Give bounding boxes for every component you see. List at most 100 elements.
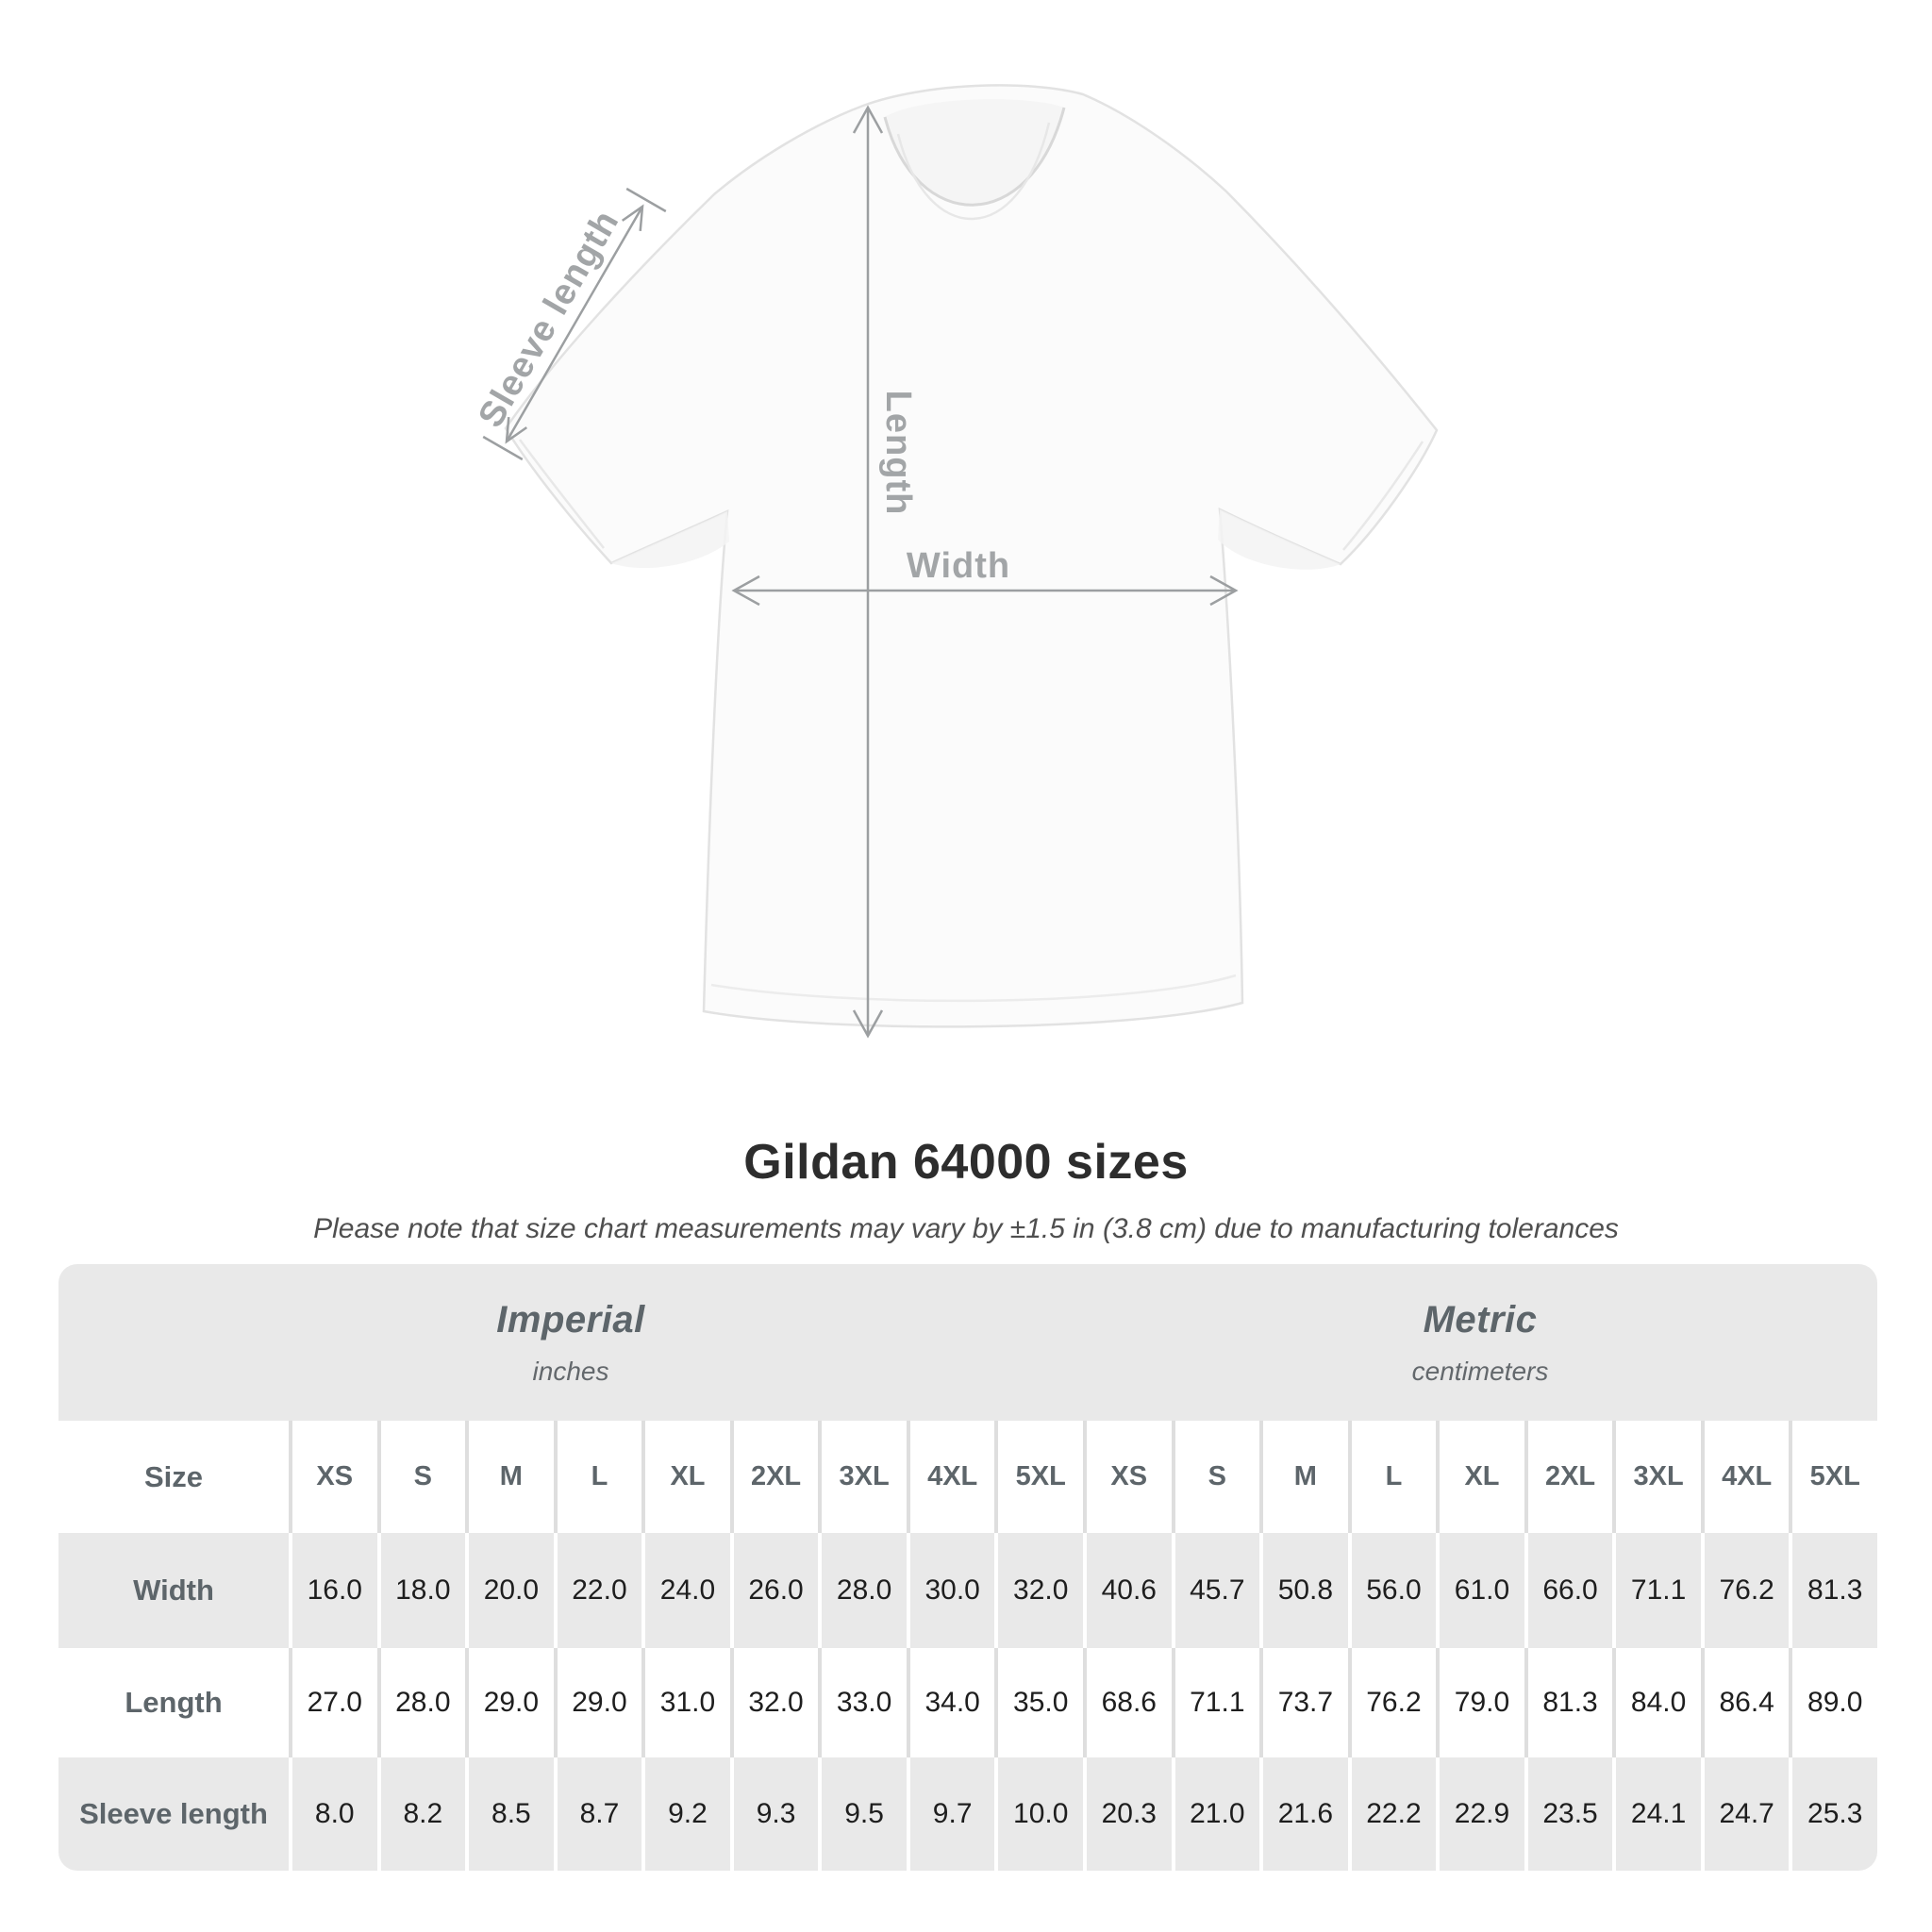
- imperial-group-header: Imperial inches: [58, 1264, 1083, 1421]
- width-arrowhead-left: [731, 575, 760, 607]
- table-cell: 16.0: [289, 1533, 377, 1648]
- table-cell: 32.0: [729, 1648, 819, 1757]
- imperial-title: Imperial: [496, 1298, 645, 1341]
- table-cell: 25.3: [1789, 1757, 1877, 1871]
- sleeve-extent-tick-bottom: [482, 435, 524, 461]
- width-row: Width 16.0 18.0 20.0 22.0 24.0 26.0 28.0…: [58, 1533, 1877, 1648]
- table-cell: 9.2: [641, 1757, 730, 1871]
- sleeve-length-arrow: [482, 187, 667, 461]
- right-sleeve-hem-stitch: [1342, 441, 1424, 551]
- table-cell: 32.0: [994, 1533, 1083, 1648]
- length-arrow: [852, 105, 884, 1039]
- table-cell: 61.0: [1436, 1533, 1524, 1648]
- table-cell: 68.6: [1083, 1648, 1172, 1757]
- unit-group-header-row: Imperial inches Metric centimeters: [58, 1264, 1877, 1421]
- table-cell: 22.2: [1347, 1757, 1437, 1871]
- width-arrowhead-right: [1209, 575, 1239, 607]
- table-cell: 26.0: [729, 1533, 819, 1648]
- size-col-header: XS: [289, 1421, 377, 1533]
- table-cell: 9.7: [906, 1757, 995, 1871]
- table-cell: 66.0: [1524, 1533, 1613, 1648]
- size-col-header: M: [1259, 1421, 1348, 1533]
- bottom-hem-stitch: [710, 974, 1237, 1003]
- size-col-header: XL: [1436, 1421, 1524, 1533]
- table-cell: 9.3: [729, 1757, 819, 1871]
- left-sleeve-hem-stitch: [518, 439, 605, 549]
- length-row: Length 27.0 28.0 29.0 29.0 31.0 32.0 33.…: [58, 1648, 1877, 1757]
- table-cell: 33.0: [818, 1648, 907, 1757]
- table-cell: 29.0: [465, 1648, 554, 1757]
- size-col-header: S: [376, 1421, 466, 1533]
- size-col-header: 2XL: [1524, 1421, 1613, 1533]
- metric-unit: centimeters: [1411, 1356, 1549, 1386]
- size-row-label: Size: [143, 1459, 204, 1493]
- sleeve-extent-tick-top: [625, 187, 667, 213]
- table-cell: 8.0: [289, 1757, 377, 1871]
- table-cell: 71.1: [1612, 1533, 1701, 1648]
- table-cell: 24.7: [1700, 1757, 1790, 1871]
- size-table: Imperial inches Metric centimeters Size …: [58, 1264, 1877, 1871]
- metric-group-header: Metric centimeters: [1083, 1264, 1877, 1421]
- table-cell: 73.7: [1259, 1648, 1348, 1757]
- size-col-header: XL: [641, 1421, 730, 1533]
- table-cell: 71.1: [1171, 1648, 1260, 1757]
- size-col-header: M: [465, 1421, 554, 1533]
- length-arrowhead-up: [852, 105, 884, 134]
- sleeve-row-label: Sleeve length: [79, 1797, 268, 1830]
- size-col-header: 3XL: [1612, 1421, 1701, 1533]
- size-col-header: 2XL: [729, 1421, 819, 1533]
- sleeve-length-row: Sleeve length 8.0 8.2 8.5 8.7 9.2 9.3 9.…: [58, 1757, 1877, 1871]
- size-col-header: 5XL: [1789, 1421, 1877, 1533]
- size-col-header: 4XL: [906, 1421, 995, 1533]
- size-col-header: 3XL: [818, 1421, 907, 1533]
- table-cell: 22.9: [1436, 1757, 1524, 1871]
- table-cell: 81.3: [1524, 1648, 1613, 1757]
- sleeve-arrowhead-top: [621, 204, 644, 232]
- table-cell: 30.0: [906, 1533, 995, 1648]
- table-cell: 76.2: [1347, 1648, 1437, 1757]
- sleeve-arrowhead-bottom: [505, 416, 528, 444]
- length-row-label: Length: [125, 1686, 223, 1719]
- table-cell: 27.0: [289, 1648, 377, 1757]
- table-cell: 29.0: [553, 1648, 642, 1757]
- tshirt-measurement-diagram: Length Width Sleeve length: [471, 84, 1439, 1039]
- width-arrow: [731, 575, 1239, 607]
- size-col-header: 4XL: [1700, 1421, 1790, 1533]
- size-col-header: XS: [1083, 1421, 1172, 1533]
- collar-inner-edge: [883, 107, 1066, 207]
- length-label: Length: [878, 391, 918, 516]
- table-cell: 50.8: [1259, 1533, 1348, 1648]
- table-cell: 8.7: [553, 1757, 642, 1871]
- table-cell: 9.5: [818, 1757, 907, 1871]
- table-cell: 21.6: [1259, 1757, 1348, 1871]
- table-cell: 89.0: [1789, 1648, 1877, 1757]
- tshirt-illustration: [504, 84, 1439, 1028]
- table-cell: 24.0: [641, 1533, 730, 1648]
- table-cell: 34.0: [906, 1648, 995, 1757]
- table-cell: 40.6: [1083, 1533, 1172, 1648]
- table-cell: 35.0: [994, 1648, 1083, 1757]
- metric-title: Metric: [1423, 1298, 1538, 1341]
- collar-stitch-line: [896, 122, 1051, 221]
- size-col-header: S: [1171, 1421, 1260, 1533]
- table-cell: 81.3: [1789, 1533, 1877, 1648]
- table-cell: 8.5: [465, 1757, 554, 1871]
- table-cell: 21.0: [1171, 1757, 1260, 1871]
- table-cell: 23.5: [1524, 1757, 1613, 1871]
- table-cell: 28.0: [818, 1533, 907, 1648]
- size-col-header: L: [1347, 1421, 1437, 1533]
- width-row-label: Width: [133, 1574, 214, 1607]
- table-cell: 24.1: [1612, 1757, 1701, 1871]
- table-cell: 31.0: [641, 1648, 730, 1757]
- table-cell: 8.2: [376, 1757, 466, 1871]
- measurement-annotations: [482, 105, 1239, 1039]
- size-col-header: L: [553, 1421, 642, 1533]
- table-cell: 84.0: [1612, 1648, 1701, 1757]
- table-cell: 28.0: [376, 1648, 466, 1757]
- table-cell: 45.7: [1171, 1533, 1260, 1648]
- table-cell: 20.0: [465, 1533, 554, 1648]
- size-col-header: 5XL: [994, 1421, 1083, 1533]
- size-header-row: Size XS S M L XL 2XL 3XL 4XL 5XL XS S M …: [58, 1421, 1877, 1533]
- left-underarm-shading: [611, 511, 729, 569]
